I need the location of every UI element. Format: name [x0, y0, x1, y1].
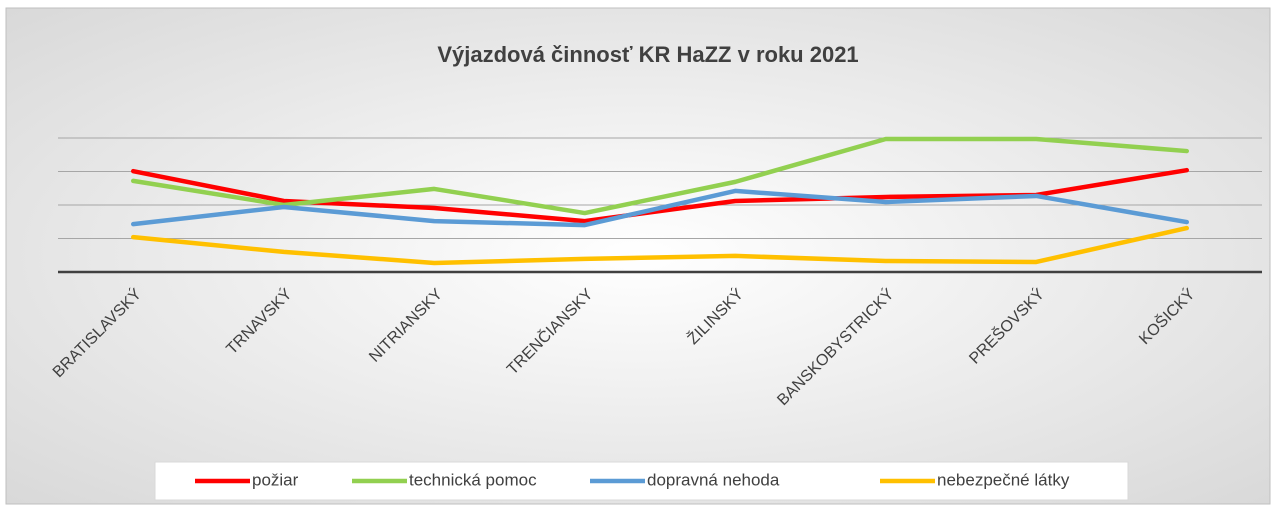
series-line — [131, 188, 1189, 228]
legend-label: dopravná nehoda — [647, 470, 780, 489]
legend-label: technická pomoc — [409, 470, 537, 489]
legend-label: nebezpečné látky — [937, 470, 1070, 489]
chart-title: Výjazdová činnosť KR HaZZ v roku 2021 — [437, 42, 858, 67]
series-line — [131, 136, 1189, 216]
series-line — [131, 225, 1189, 266]
legend-label: požiar — [252, 470, 299, 489]
